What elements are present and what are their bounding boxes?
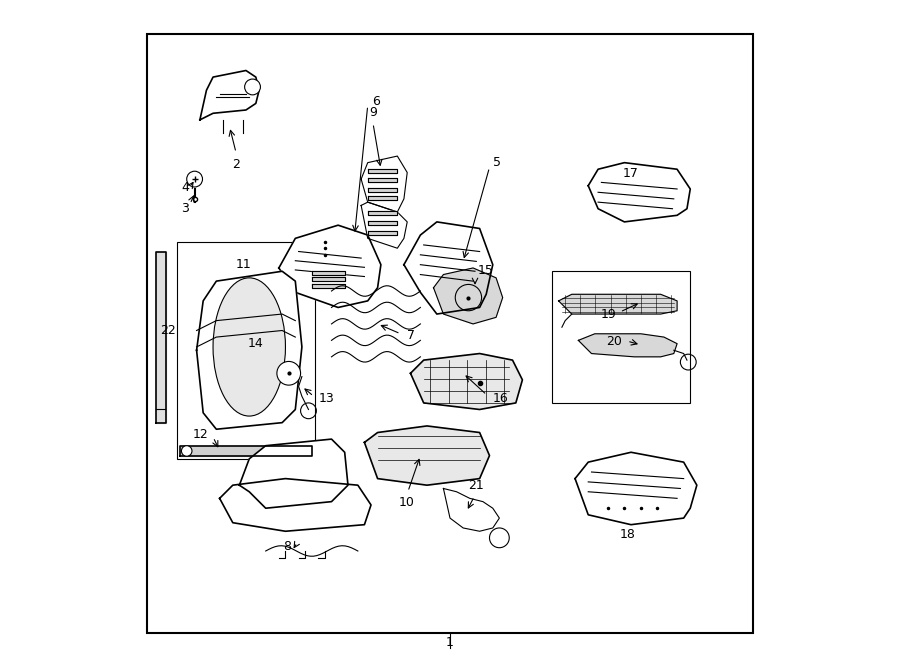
Text: 5: 5 (493, 156, 500, 169)
Ellipse shape (245, 79, 260, 95)
Polygon shape (404, 222, 493, 314)
Text: 16: 16 (493, 393, 508, 405)
Text: 1: 1 (446, 636, 454, 649)
Polygon shape (368, 212, 397, 215)
Text: 13: 13 (319, 393, 334, 405)
Polygon shape (200, 71, 259, 120)
Text: 22: 22 (160, 324, 176, 337)
Text: 2: 2 (232, 158, 240, 171)
Polygon shape (579, 334, 677, 357)
Polygon shape (559, 294, 677, 314)
Ellipse shape (182, 446, 192, 456)
Text: 7: 7 (407, 329, 415, 342)
Polygon shape (589, 163, 690, 222)
Polygon shape (239, 439, 348, 508)
Text: 20: 20 (607, 334, 623, 348)
Polygon shape (156, 252, 166, 422)
Polygon shape (361, 202, 407, 249)
Polygon shape (368, 221, 397, 225)
Bar (176, 242, 315, 459)
Text: 11: 11 (236, 258, 251, 271)
Text: 4: 4 (182, 180, 189, 194)
Polygon shape (368, 169, 397, 173)
Polygon shape (364, 426, 490, 485)
Polygon shape (575, 452, 697, 525)
Text: 18: 18 (620, 528, 635, 541)
Polygon shape (220, 479, 371, 531)
Polygon shape (368, 178, 397, 182)
Polygon shape (368, 188, 397, 192)
Polygon shape (434, 268, 503, 324)
Polygon shape (311, 270, 345, 274)
Ellipse shape (213, 278, 285, 416)
Polygon shape (410, 354, 522, 409)
Polygon shape (180, 446, 311, 455)
Text: 9: 9 (369, 106, 377, 118)
Text: 12: 12 (193, 428, 209, 441)
Text: 6: 6 (373, 95, 380, 108)
Text: 14: 14 (248, 337, 264, 350)
Polygon shape (368, 196, 397, 200)
Text: 19: 19 (601, 308, 617, 321)
Polygon shape (368, 231, 397, 235)
Polygon shape (311, 284, 345, 288)
Polygon shape (279, 225, 381, 307)
Polygon shape (361, 156, 407, 212)
Polygon shape (196, 271, 302, 429)
Bar (552, 271, 690, 403)
Ellipse shape (277, 362, 301, 385)
Text: 21: 21 (468, 479, 484, 492)
Text: 3: 3 (182, 202, 189, 215)
Text: 10: 10 (399, 496, 415, 510)
Text: 8: 8 (283, 540, 291, 553)
Polygon shape (311, 277, 345, 281)
Text: 15: 15 (478, 264, 493, 276)
Text: 17: 17 (623, 167, 639, 180)
